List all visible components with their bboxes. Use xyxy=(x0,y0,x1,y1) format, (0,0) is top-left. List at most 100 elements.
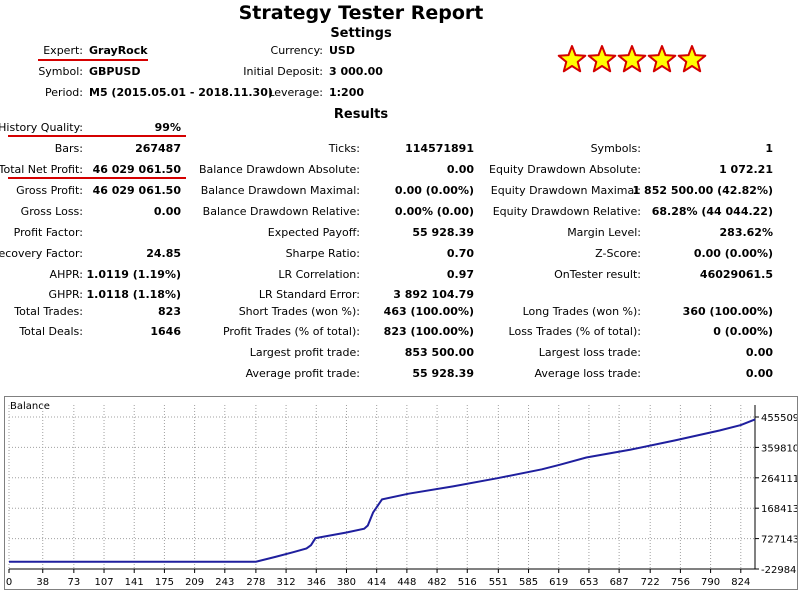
x-tick-label: 346 xyxy=(307,577,326,588)
col1-ahpr-value: 1.0119 (1.19%) xyxy=(86,268,182,281)
col2-balance-drawdown-relative-value: 0.00% (0.00) xyxy=(394,205,474,218)
x-tick-label: 243 xyxy=(215,577,234,588)
col2-balance-drawdown-relative-label: Balance Drawdown Relative: xyxy=(202,205,360,218)
expert-value: GrayRock xyxy=(89,44,148,57)
col1-gross-loss-value: 0.00 xyxy=(153,205,181,218)
x-tick-label: 73 xyxy=(67,577,80,588)
col3-symbols-label: Symbols: xyxy=(590,142,641,155)
settings-heading: Settings xyxy=(330,26,392,41)
balance-chart-svg: Balance 45550967 35981083 26411199 16841315 7… xyxy=(6,401,797,588)
col1-history-quality-label: History Quality: xyxy=(0,121,83,134)
y-tick-label: 16841315 xyxy=(761,504,797,515)
x-tick-label: 312 xyxy=(277,577,296,588)
col1-gross-profit-label: Gross Profit: xyxy=(16,184,83,197)
x-tick-label: 414 xyxy=(367,577,386,588)
expert-label: Expert: xyxy=(43,44,83,57)
balance-line xyxy=(9,418,756,563)
col2-expected-payoff-value: 55 928.39 xyxy=(412,226,474,239)
col3-equity-drawdown-absolute-label: Equity Drawdown Absolute: xyxy=(489,163,641,176)
col2-sharpe-ratio-value: 0.70 xyxy=(446,247,474,260)
col2-balance-drawdown-absolute-value: 0.00 xyxy=(446,163,474,176)
col1-total-trades-value: 823 xyxy=(158,305,181,318)
col3-long-trades-won-label: Long Trades (won %): xyxy=(522,305,641,318)
col3-long-trades-won-value: 360 (100.00%) xyxy=(682,305,773,318)
x-tick-label: 107 xyxy=(94,577,113,588)
star-icon xyxy=(647,45,677,73)
col3-average-loss-trade-value: 0.00 xyxy=(745,367,773,380)
x-tick-label: 585 xyxy=(519,577,538,588)
currency-value: USD xyxy=(329,44,355,57)
col3-loss-trades-of-total-label: Loss Trades (% of total): xyxy=(508,325,641,338)
col2-balance-drawdown-maximal-value: 0.00 (0.00%) xyxy=(394,184,474,197)
col2-balance-drawdown-maximal-label: Balance Drawdown Maximal: xyxy=(200,184,360,197)
x-tick-label: 380 xyxy=(337,577,356,588)
col2-short-trades-won-value: 463 (100.00%) xyxy=(383,305,474,318)
star-icon xyxy=(557,45,587,73)
col2-balance-drawdown-absolute-label: Balance Drawdown Absolute: xyxy=(198,163,360,176)
col1-ahpr-label: AHPR: xyxy=(49,268,83,281)
star-icon xyxy=(677,45,707,73)
x-tick-label: 687 xyxy=(610,577,629,588)
x-tick-label: 278 xyxy=(246,577,265,588)
x-tick-label: 175 xyxy=(155,577,174,588)
col3-loss-trades-of-total-value: 0 (0.00%) xyxy=(713,325,773,338)
col1-gross-loss-label: Gross Loss: xyxy=(20,205,83,218)
col3-largest-loss-trade-value: 0.00 xyxy=(745,346,773,359)
col1-ghpr-value: 1.0118 (1.18%) xyxy=(86,288,182,301)
col1-gross-profit-value: 46 029 061.50 xyxy=(92,184,181,197)
col1-history-quality-value: 99% xyxy=(154,121,181,134)
symbol-label: Symbol: xyxy=(38,65,83,78)
col2-ticks-label: Ticks: xyxy=(328,142,360,155)
col2-profit-trades-of-total-label: Profit Trades (% of total): xyxy=(222,325,360,338)
leverage-label: Leverage: xyxy=(268,86,323,99)
currency-label: Currency: xyxy=(270,44,323,57)
col1-recovery-factor-value: 24.85 xyxy=(146,247,181,260)
col3-equity-drawdown-relative-value: 68.28% (44 044.22) xyxy=(651,205,773,218)
y-tick-label: -2298453 xyxy=(761,565,797,576)
col2-lr-correlation-label: LR Correlation: xyxy=(278,268,360,281)
col1-recovery-factor-label: Recovery Factor: xyxy=(0,247,83,260)
col2-sharpe-ratio-label: Sharpe Ratio: xyxy=(285,247,360,260)
symbol-value: GBPUSD xyxy=(89,65,141,78)
col3-margin-level-label: Margin Level: xyxy=(567,226,641,239)
x-tick-label: 790 xyxy=(701,577,720,588)
col1-total-net-profit-label: Total Net Profit: xyxy=(0,163,83,176)
x-tick-label: 824 xyxy=(731,577,750,588)
col1-total-net-profit-value: 46 029 061.50 xyxy=(92,163,181,176)
x-tick-label: 482 xyxy=(428,577,447,588)
col2-lr-standard-error-label: LR Standard Error: xyxy=(258,288,360,301)
chart-title: Balance xyxy=(10,401,50,412)
col3-average-loss-trade-label: Average loss trade: xyxy=(534,367,641,380)
col2-largest-profit-trade-value: 853 500.00 xyxy=(404,346,474,359)
leverage-value: 1:200 xyxy=(329,86,365,99)
col2-short-trades-won-label: Short Trades (won %): xyxy=(238,305,360,318)
col3-equity-drawdown-maximal-value: 1 852 500.00 (42.82%) xyxy=(632,184,773,197)
col1-total-deals-value: 1646 xyxy=(150,325,181,338)
col3-equity-drawdown-maximal-label: Equity Drawdown Maximal: xyxy=(490,184,641,197)
expert-underline xyxy=(38,59,148,61)
x-tick-label: 756 xyxy=(671,577,690,588)
x-tick-label: 0 xyxy=(6,577,12,588)
col1-bars-label: Bars: xyxy=(54,142,83,155)
y-tick-label: 7271431 xyxy=(761,535,797,546)
x-tick-label: 722 xyxy=(641,577,660,588)
col3-equity-drawdown-relative-label: Equity Drawdown Relative: xyxy=(492,205,641,218)
report-title: Strategy Tester Report xyxy=(238,2,484,24)
y-tick-label: 35981083 xyxy=(761,443,797,454)
history-quality-underline xyxy=(8,135,186,137)
star-icon xyxy=(587,45,617,73)
col2-largest-profit-trade-label: Largest profit trade: xyxy=(249,346,360,359)
col1-total-deals-label: Total Deals: xyxy=(19,325,83,338)
x-tick-label: 209 xyxy=(185,577,204,588)
col2-average-profit-trade-value: 55 928.39 xyxy=(412,367,474,380)
period-label: Period: xyxy=(44,86,83,99)
col1-ghpr-label: GHPR: xyxy=(48,288,83,301)
col3-z-score-label: Z-Score: xyxy=(595,247,641,260)
rating-stars xyxy=(557,45,707,73)
col3-z-score-value: 0.00 (0.00%) xyxy=(693,247,773,260)
col3-ontester-result-value: 46029061.5 xyxy=(699,268,773,281)
balance-chart: Balance 45550967 35981083 26411199 16841315 7… xyxy=(4,396,798,590)
x-tick-label: 448 xyxy=(397,577,416,588)
star-icon xyxy=(617,45,647,73)
col2-lr-correlation-value: 0.97 xyxy=(446,268,474,281)
